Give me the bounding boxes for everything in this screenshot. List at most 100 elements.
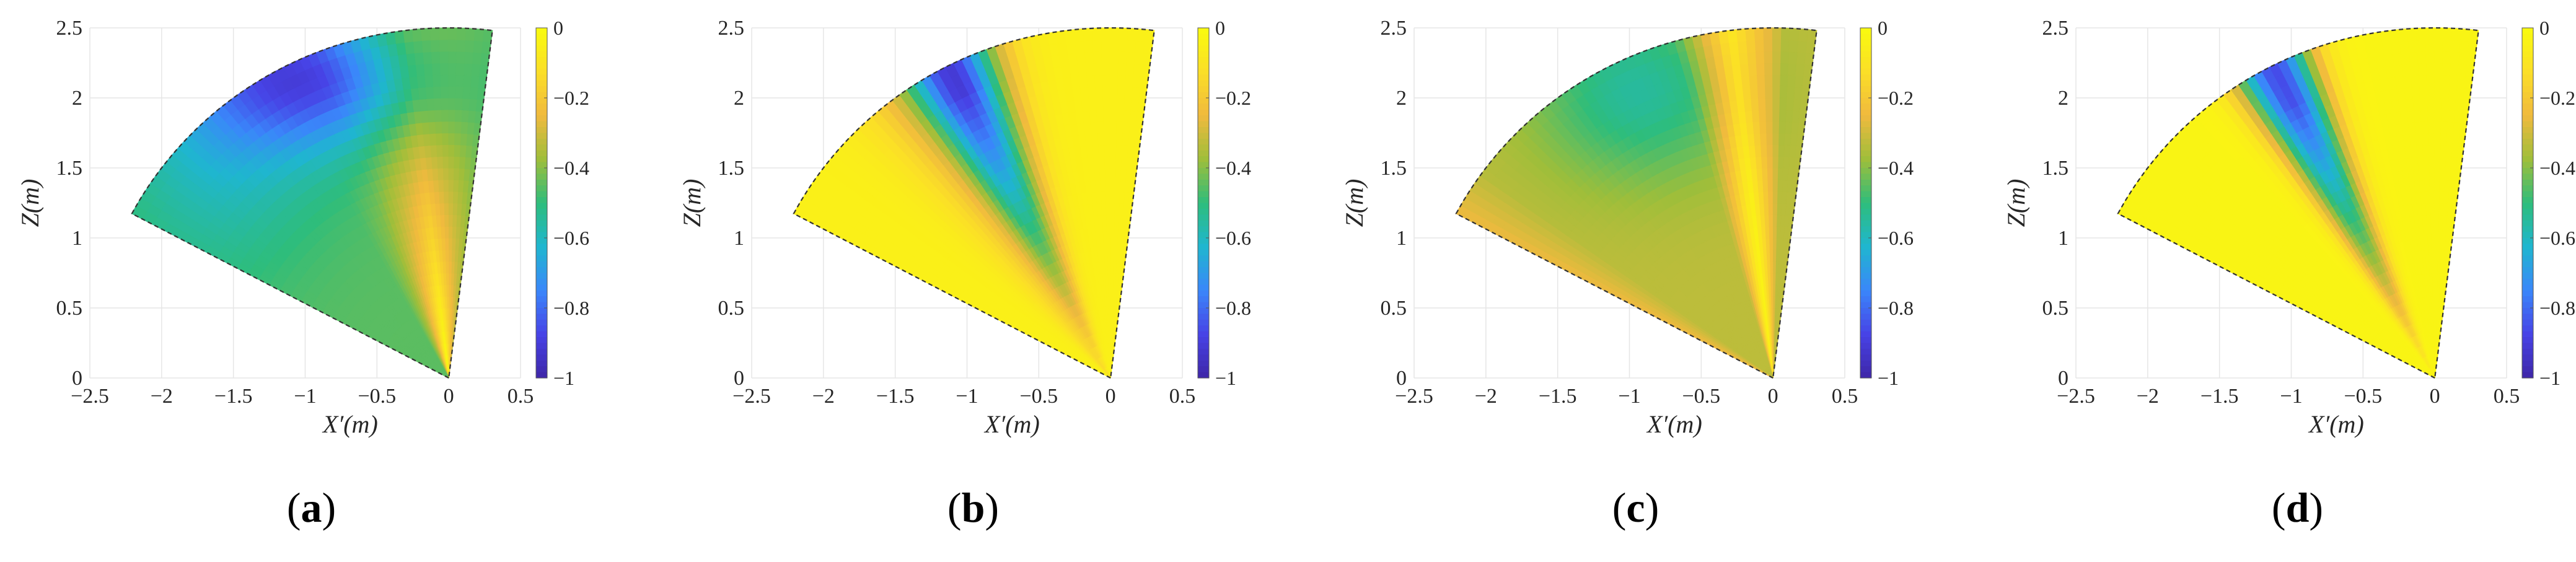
- heatmap-cell: [1772, 237, 1777, 250]
- heatmap-cell: [454, 97, 463, 110]
- colorbar-segment: [1860, 278, 1871, 285]
- heatmap-cell: [1785, 109, 1793, 123]
- heatmap-cell: [1783, 144, 1791, 157]
- heatmap-cell: [1094, 97, 1104, 111]
- colorbar-segment: [1198, 273, 1209, 279]
- heatmap-cell: [1097, 156, 1105, 169]
- colorbar-segment: [1860, 273, 1871, 279]
- y-tick-label: 0: [72, 367, 82, 390]
- heatmap-cell: [424, 86, 434, 100]
- heatmap-cell: [421, 39, 431, 53]
- colorbar-segment: [1198, 197, 1209, 204]
- colorbar-tick-label: −0.2: [1878, 87, 1914, 109]
- colorbar-segment: [1198, 366, 1209, 373]
- colorbar-segment: [1198, 173, 1209, 180]
- colorbar-segment: [536, 156, 547, 163]
- panel-caption-letter: c: [1626, 484, 1645, 531]
- colorbar-segment: [536, 337, 547, 344]
- y-tick-label: 2: [1396, 87, 1407, 110]
- heatmap-cell: [442, 167, 449, 180]
- colorbar-tick-label: −0.6: [553, 227, 589, 249]
- heatmap-cell: [433, 109, 442, 122]
- heatmap-cell: [1784, 121, 1793, 134]
- colorbar-segment: [536, 57, 547, 64]
- heatmap-cell: [447, 132, 455, 146]
- heatmap-cell: [1772, 144, 1779, 157]
- heatmap-cell: [1772, 179, 1778, 192]
- heatmap-plot: −2.5 −2 −1.5 −1 −0.5 0 0.500.511.522.5X′(m)Z(m…: [678, 17, 1251, 438]
- heatmap-cell: [1772, 132, 1779, 146]
- colorbar-segment: [1860, 138, 1871, 145]
- x-tick-label: −1: [294, 385, 316, 408]
- heatmap-cell: [1094, 86, 1103, 99]
- heatmap-cell: [1772, 249, 1777, 262]
- heatmap-cell: [460, 121, 468, 134]
- y-tick-label: 0.5: [56, 297, 83, 320]
- colorbar-segment: [536, 63, 547, 69]
- colorbar-segment: [1198, 185, 1209, 192]
- colorbar-segment: [536, 232, 547, 239]
- colorbar-segment: [1198, 51, 1209, 58]
- colorbar-segment: [1860, 354, 1871, 361]
- heatmap-cell: [411, 29, 422, 42]
- heatmap-cell: [1120, 156, 1128, 169]
- heatmap-cell: [441, 121, 449, 134]
- heatmap-cell: [1778, 109, 1787, 122]
- heatmap-cell: [462, 86, 471, 99]
- colorbar-segment: [1860, 33, 1871, 40]
- panel-caption-letter: a: [301, 484, 322, 531]
- heatmap-cell: [412, 40, 423, 54]
- heatmap-cell: [1779, 74, 1788, 87]
- heatmap-cell: [1084, 63, 1095, 76]
- colorbar-segment: [536, 80, 547, 87]
- heatmap-cell: [1109, 27, 1119, 40]
- heatmap-cell: [447, 86, 456, 99]
- colorbar-segment: [1198, 296, 1209, 303]
- heatmap-cell: [429, 27, 439, 41]
- heatmap-cell: [452, 167, 460, 180]
- colorbar-segment: [536, 39, 547, 46]
- colorbar-segment: [1860, 366, 1871, 373]
- colorbar-segment: [1860, 109, 1871, 116]
- heatmap-cell: [439, 86, 449, 99]
- heatmap-cell: [460, 109, 469, 123]
- heatmap-cell: [1109, 86, 1118, 99]
- heatmap-cell: [1757, 109, 1766, 122]
- heatmap-cell: [1753, 27, 1764, 41]
- heatmap-cell: [1772, 156, 1778, 169]
- heatmap-cell: [1782, 156, 1790, 169]
- colorbar-segment: [536, 331, 547, 338]
- colorbar-segment: [1860, 185, 1871, 192]
- colorbar-segment: [1860, 80, 1871, 87]
- heatmap-cell: [1109, 121, 1117, 134]
- colorbar-segment: [536, 278, 547, 285]
- heatmap-cell: [1780, 27, 1790, 41]
- colorbar-segment: [1198, 278, 1209, 285]
- heatmap-cell: [1767, 202, 1773, 216]
- heatmap-cell: [447, 167, 454, 180]
- heatmap-cell: [1778, 97, 1787, 110]
- heatmap-cell: [457, 179, 464, 193]
- heatmap-cell: [1109, 97, 1117, 110]
- x-tick-label: 0: [1106, 385, 1116, 408]
- heatmap-cell: [1116, 86, 1125, 99]
- colorbar-segment: [1198, 133, 1209, 139]
- heatmap-cell: [455, 74, 464, 87]
- heatmap-cell: [451, 214, 457, 227]
- heatmap-cell: [1083, 39, 1093, 53]
- colorbar-segment: [1860, 214, 1871, 221]
- y-tick-label: 2.5: [56, 17, 83, 40]
- heatmap-cell: [422, 51, 432, 64]
- colorbar-segment: [1860, 255, 1871, 262]
- y-tick-label: 1: [1396, 227, 1407, 250]
- heatmap-cell: [1771, 74, 1780, 87]
- colorbar-segment: [1860, 156, 1871, 163]
- heatmap-cell: [1776, 202, 1782, 216]
- colorbar-segment: [1860, 296, 1871, 303]
- heatmap-cell: [1109, 249, 1114, 262]
- axes: −2.5 −2 −1.5 −1 −0.5 0 0.500.511.522.5X′(m)Z(m…: [678, 17, 1195, 438]
- colorbar-segment: [1198, 80, 1209, 87]
- heatmap-cell: [1116, 97, 1125, 110]
- heatmap-cell: [420, 28, 431, 42]
- heatmap-cell: [1086, 74, 1096, 88]
